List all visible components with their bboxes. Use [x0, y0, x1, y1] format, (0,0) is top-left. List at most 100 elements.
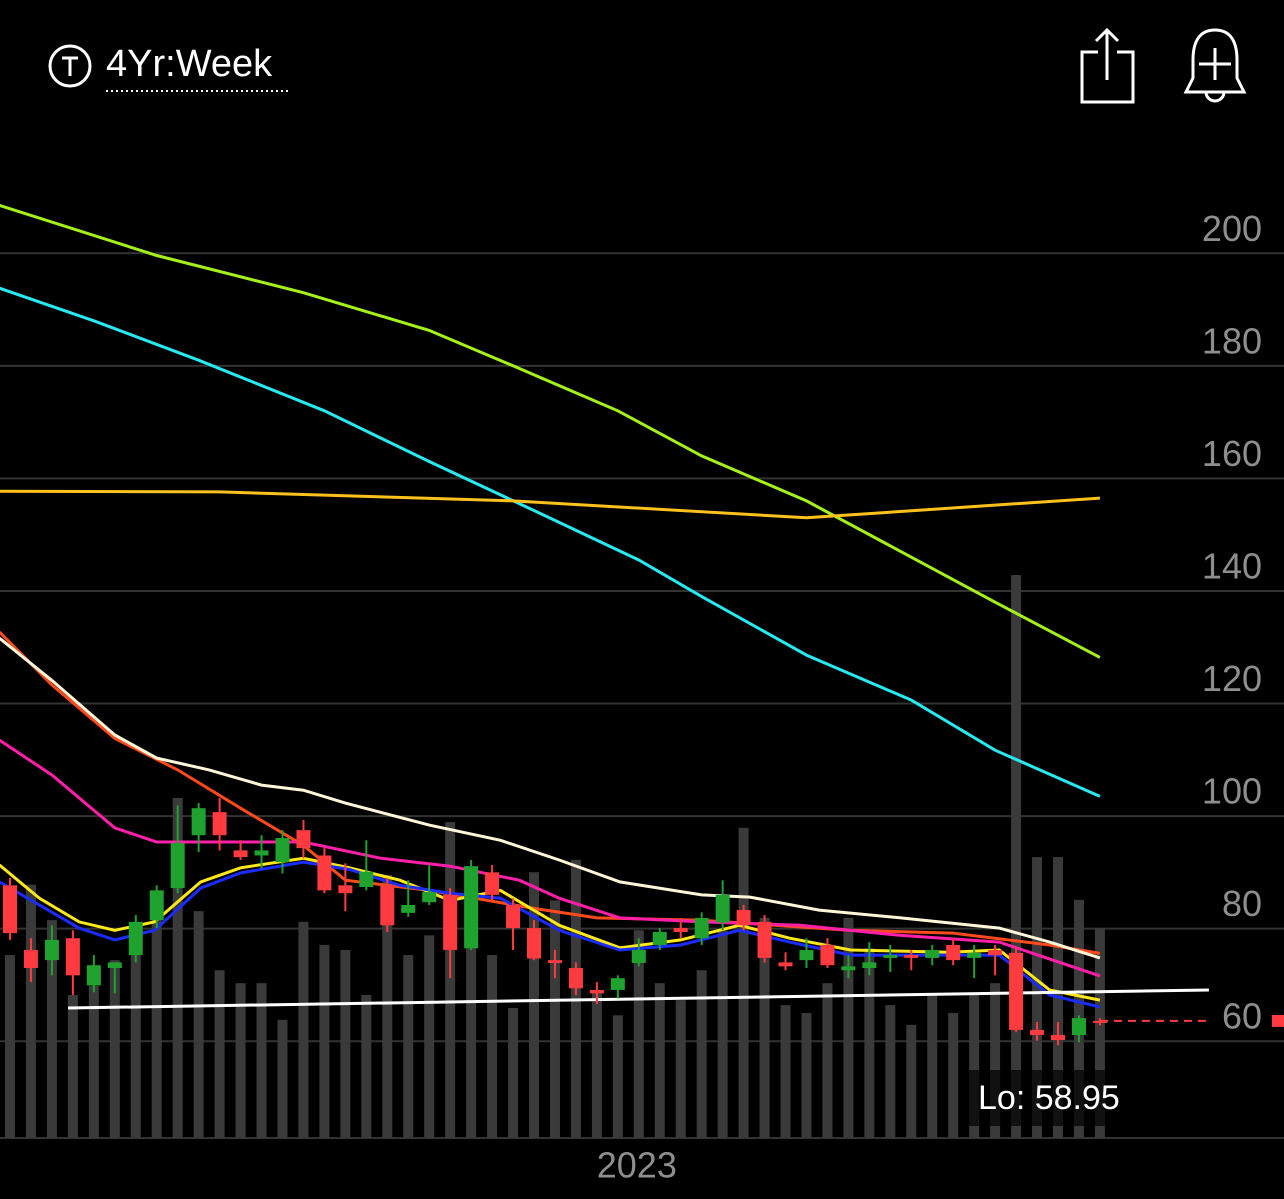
volume-bar — [382, 875, 393, 1138]
timeframe-button[interactable]: 4Yr:Week — [48, 43, 288, 92]
volume-bar — [696, 970, 707, 1138]
volume-bar — [990, 983, 1001, 1138]
volume-bar — [1011, 575, 1022, 1138]
timeframe-icon — [48, 44, 92, 88]
volume-bar — [529, 872, 539, 1138]
volume-bar — [67, 994, 78, 1138]
timeframe-label: 4Yr:Week — [106, 43, 273, 85]
volume-bar — [801, 1013, 812, 1138]
candle-body — [170, 843, 185, 889]
candle-body — [736, 910, 751, 926]
candle-body — [464, 866, 479, 949]
volume-bar — [256, 983, 267, 1138]
volume-bar — [5, 955, 15, 1138]
candle-body — [799, 950, 814, 961]
volume-bar — [717, 930, 728, 1138]
candle-body — [715, 894, 730, 923]
candle-body — [820, 944, 835, 966]
candle-body — [359, 871, 374, 887]
candle-body — [652, 932, 667, 945]
candle-body — [401, 904, 416, 913]
plot: 60 80 100 120 140 160 180 200 2023 Lo: 58.95 — [0, 203, 1284, 1186]
volume-bar — [675, 1000, 686, 1138]
volume-bar — [130, 925, 141, 1138]
candle-body — [568, 968, 583, 989]
y-tick-label: 60 — [1222, 996, 1262, 1037]
candle-body — [778, 962, 793, 967]
volume-bar — [298, 921, 309, 1138]
moving-average-line — [0, 738, 1101, 978]
volume-bar — [822, 983, 833, 1138]
alert-icon — [1183, 28, 1247, 103]
candle-body — [988, 950, 1003, 956]
candle-body — [1009, 952, 1024, 1030]
volume-bar — [654, 983, 665, 1138]
candle-body — [3, 885, 17, 934]
candle-body — [86, 965, 101, 986]
moving-average-line — [0, 637, 1101, 960]
volume-bar — [361, 994, 372, 1138]
volume-bar — [906, 1024, 917, 1138]
candle-body — [296, 830, 311, 849]
volume-bar — [319, 944, 330, 1138]
candle-body — [1030, 1029, 1045, 1036]
volume-bar — [612, 1015, 623, 1138]
alert-button[interactable] — [1183, 28, 1247, 103]
candle-body — [841, 966, 856, 971]
y-tick-label: 140 — [1202, 545, 1262, 586]
candle-body — [485, 872, 500, 895]
candle-body — [904, 955, 919, 958]
candle-body — [610, 978, 625, 990]
volume-bar — [151, 894, 162, 1138]
candle-body — [380, 885, 395, 926]
candle-body — [23, 950, 38, 969]
volume-bar — [235, 983, 246, 1138]
volume-bar — [193, 911, 204, 1138]
volume-bar — [864, 948, 875, 1138]
candle-body — [1051, 1035, 1065, 1041]
moving-average-line — [0, 489, 1101, 520]
volume-bar — [927, 994, 938, 1138]
volume-bar — [214, 970, 225, 1138]
volume-bar — [738, 827, 749, 1138]
moving-average-line — [0, 203, 1101, 659]
volume-bar — [549, 900, 560, 1138]
last-price-marker — [1272, 1014, 1284, 1027]
volume-bar — [759, 917, 770, 1138]
volume-bar — [25, 884, 36, 1138]
volume-bar — [403, 955, 414, 1138]
volume-bar — [487, 955, 498, 1138]
volume-bar — [1094, 928, 1105, 1138]
candle-body — [422, 892, 437, 903]
candle-body — [862, 962, 877, 969]
y-tick-label: 80 — [1222, 883, 1262, 924]
volume-bar — [780, 1005, 791, 1138]
candle-body — [317, 855, 332, 891]
y-tick-label: 200 — [1202, 208, 1262, 249]
candle-body — [946, 944, 961, 961]
volume-bar — [277, 1019, 288, 1138]
candle-body — [589, 989, 604, 994]
candle-body — [757, 921, 772, 958]
volume-bar — [969, 994, 980, 1138]
moving-average-line — [0, 286, 1101, 798]
y-tick-label: 100 — [1202, 771, 1262, 812]
low-annotation: Lo: 58.95 — [978, 1079, 1120, 1117]
volume-bar — [172, 797, 183, 1138]
candle-body — [44, 939, 59, 961]
candle-body — [149, 890, 164, 921]
volume-bar — [591, 989, 602, 1138]
volume-bar — [1032, 857, 1043, 1138]
y-tick-label: 160 — [1202, 433, 1262, 474]
timeframe-icon-glyph — [62, 56, 78, 76]
candle-body — [128, 921, 143, 956]
x-tick-label: 2023 — [597, 1145, 677, 1186]
share-button[interactable] — [1080, 27, 1135, 104]
candle-body — [65, 938, 80, 976]
candle-body — [254, 850, 269, 856]
candle-body — [338, 885, 353, 894]
candle-body — [631, 950, 646, 963]
volume-bar — [633, 930, 644, 1138]
candle-body — [107, 962, 122, 969]
